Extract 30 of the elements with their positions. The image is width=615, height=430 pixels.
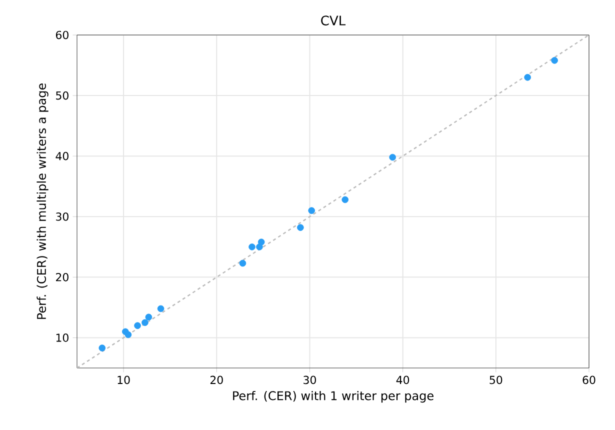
point [98,344,106,352]
x-tick-label: 40 [396,376,410,384]
point [297,224,304,231]
x-tick-label: 10 [118,376,130,384]
y-tick-label: 50 [56,91,68,100]
point [145,314,152,321]
point [142,319,148,326]
chart-title: CVL [321,16,346,26]
point [389,154,396,161]
point [157,305,164,312]
point [308,207,315,214]
point [258,238,265,246]
y-tick-label: 30 [56,212,68,221]
y-axis-title: Perf. (CER) with multiple writers a page [36,84,48,319]
point [342,196,349,204]
point [524,74,531,81]
y-tick-label: 10 [56,334,68,342]
y-tick-label: 40 [56,152,68,160]
point [248,243,256,250]
x-tick-label: 20 [210,376,223,384]
point [551,57,558,64]
x-axis-title: Perf. (CER) with 1 writer per page [233,390,434,403]
y-tick-label: 20 [56,273,68,282]
x-tick-label: 30 [304,376,316,384]
point [134,322,141,330]
y-tick-label: 60 [56,30,68,40]
x-tick-label: 60 [582,376,596,384]
x-tick-label: 50 [490,376,502,384]
point [124,331,132,338]
point [239,260,246,267]
